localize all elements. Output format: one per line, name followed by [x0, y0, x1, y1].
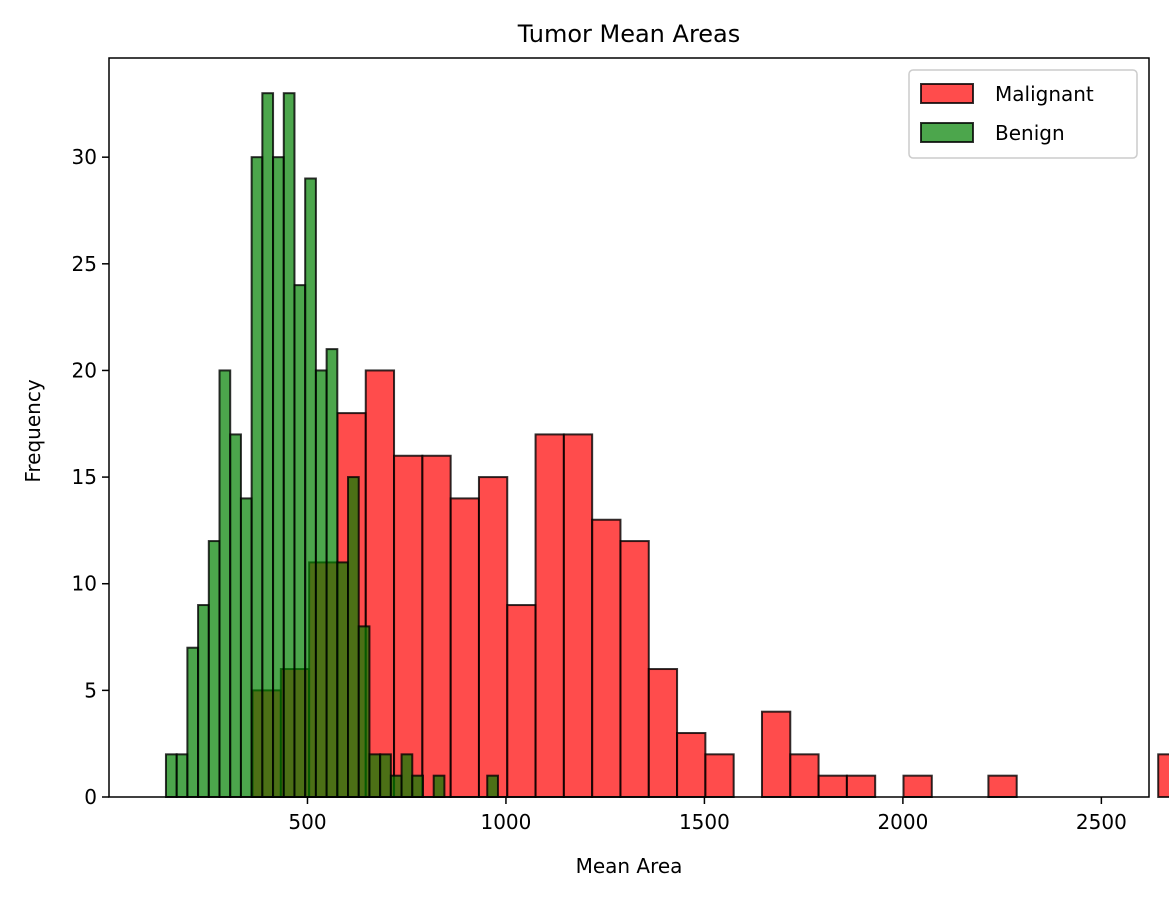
x-tick-label-1000: 1000	[480, 810, 531, 834]
x-axis-ticks: 500 1000 1500 2000 2500	[288, 797, 1127, 834]
legend-swatch-benign	[920, 122, 974, 143]
bar-benign-30	[486, 774, 499, 798]
y-axis-label: Frequency	[21, 379, 45, 482]
x-tick-label-1500: 1500	[679, 810, 730, 834]
bar-malignant-10	[534, 433, 565, 798]
y-tick-label-15: 15	[72, 465, 97, 489]
x-tick-label-500: 500	[288, 810, 326, 834]
bar-malignant-20	[817, 774, 848, 798]
bar-benign-2	[186, 646, 200, 799]
bar-malignant-21	[845, 774, 877, 798]
bar-benign-22	[400, 753, 414, 799]
bar-benign-14	[314, 369, 328, 798]
y-tick-label-0: 0	[84, 785, 97, 809]
plot-frame	[108, 57, 1150, 798]
legend-label-benign: Benign	[995, 121, 1065, 145]
legend-label-malignant: Malignant	[995, 82, 1094, 106]
bar-benign-0	[164, 753, 178, 799]
bar-benign-25	[432, 774, 446, 798]
bar-benign-7	[239, 497, 253, 798]
bar-benign-20	[379, 753, 392, 799]
bar-benign-12	[293, 284, 307, 798]
bar-malignant-23	[902, 774, 933, 798]
bar-malignant-26	[987, 774, 1018, 798]
bar-malignant-18	[760, 710, 792, 798]
bar-malignant-9	[506, 604, 537, 798]
y-tick-label-20: 20	[72, 358, 97, 382]
y-tick-label-30: 30	[72, 145, 97, 169]
legend: Malignant Benign	[908, 69, 1138, 159]
bar-benign-5	[218, 369, 232, 798]
bar-benign-6	[229, 433, 242, 798]
bar-malignant-13	[619, 540, 650, 798]
chart-title: Tumor Mean Areas	[517, 20, 741, 48]
bar-benign-23	[411, 774, 424, 798]
bar-malignant-7	[449, 497, 480, 798]
bar-benign-21	[389, 774, 403, 798]
bar-malignant-32	[1157, 753, 1169, 799]
bar-malignant-11	[562, 433, 594, 798]
bar-benign-3	[197, 604, 210, 798]
bar-malignant-5	[393, 454, 424, 798]
bar-malignant-8	[477, 476, 509, 798]
bar-benign-18	[357, 625, 371, 798]
bar-benign-10	[272, 156, 285, 799]
bar-benign-19	[368, 753, 382, 799]
bar-benign-9	[261, 92, 275, 798]
bar-benign-1	[175, 753, 189, 799]
bar-benign-17	[347, 476, 360, 798]
x-tick-label-2000: 2000	[877, 810, 928, 834]
bar-malignant-12	[591, 518, 622, 798]
bar-malignant-16	[704, 753, 735, 799]
bar-malignant-19	[789, 753, 820, 799]
bar-malignant-15	[676, 732, 707, 799]
bar-benign-13	[304, 177, 317, 798]
bar-malignant-14	[647, 668, 679, 799]
y-tick-label-10: 10	[72, 572, 97, 596]
x-axis-label: Mean Area	[576, 854, 683, 878]
bar-benign-8	[250, 156, 264, 799]
y-axis-ticks: 0 5 10 15 20 25 30	[72, 145, 109, 809]
legend-swatch-malignant	[920, 83, 974, 104]
bar-benign-11	[282, 92, 296, 798]
bar-benign-16	[336, 561, 350, 799]
bar-malignant-6	[421, 454, 452, 798]
y-tick-label-25: 25	[72, 252, 97, 276]
y-tick-label-5: 5	[84, 678, 97, 702]
x-tick-label-2500: 2500	[1076, 810, 1127, 834]
bar-benign-15	[325, 348, 339, 798]
bar-benign-4	[207, 540, 221, 798]
